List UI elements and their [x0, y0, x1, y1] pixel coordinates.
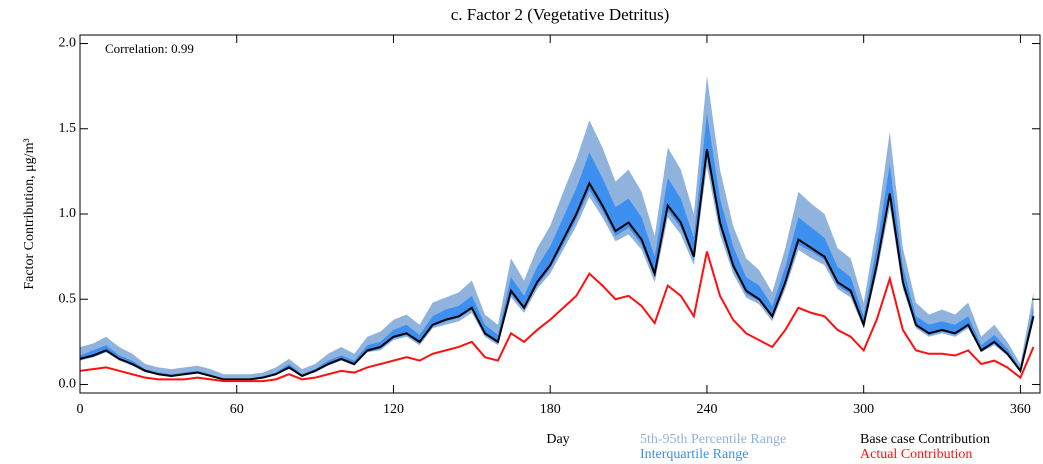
y-tick-label: 1.5	[59, 121, 77, 136]
x-tick-label: 60	[230, 402, 244, 417]
y-axis-label: Factor Contribution, μg/m³	[22, 138, 37, 289]
y-tick-label: 2.0	[59, 36, 77, 51]
y-tick-label: 1.0	[59, 206, 77, 221]
range-band	[80, 75, 1034, 380]
legend-entry: Actual Contribution	[860, 447, 972, 462]
range-band	[80, 113, 1034, 380]
y-tick-label: 0.5	[59, 291, 77, 306]
legend-entry: Interquartile Range	[640, 447, 748, 462]
chart-title: c. Factor 2 (Vegetative Detritus)	[451, 5, 670, 24]
x-tick-label: 120	[383, 402, 404, 417]
y-tick-label: 0.0	[59, 377, 77, 392]
x-axis-label: Day	[546, 432, 569, 447]
x-tick-label: 180	[540, 402, 561, 417]
legend-entry: 5th-95th Percentile Range	[640, 432, 786, 447]
series-line	[79, 251, 1035, 383]
series-line	[79, 149, 1035, 381]
x-tick-label: 0	[77, 402, 84, 417]
x-tick-label: 300	[853, 402, 874, 417]
x-tick-label: 240	[696, 402, 717, 417]
annotation: Correlation: 0.99	[105, 41, 194, 56]
legend-entry: Base case Contribution	[860, 432, 990, 447]
x-tick-label: 360	[1010, 402, 1031, 417]
